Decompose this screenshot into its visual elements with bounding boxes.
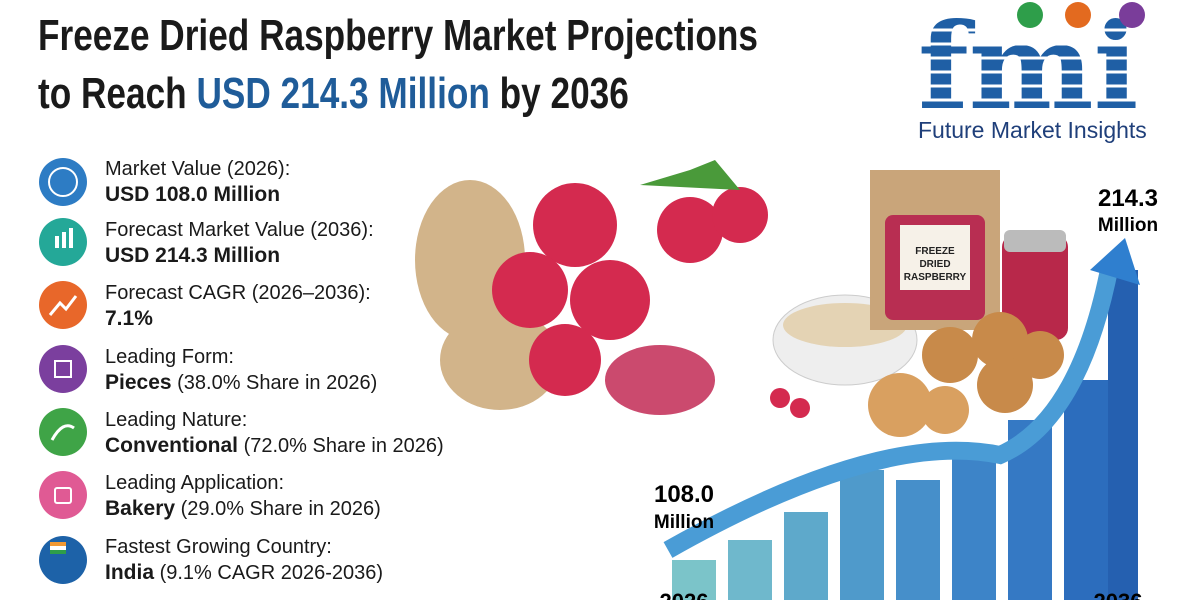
stat-value: USD 108.0 Million (105, 183, 281, 206)
start-year: 2026 (660, 589, 709, 600)
stat-label: Leading Form: (105, 346, 234, 368)
logo-name: Future Market Insights (918, 117, 1147, 143)
stat-value-row: USD 108.0 Million (105, 182, 290, 208)
stat-value: India (105, 561, 155, 584)
stat-item: Forecast Market Value (2036): USD 214.3 M… (105, 218, 374, 269)
growth-bars (672, 270, 1138, 600)
stat-label: Forecast Market Value (2036): (105, 219, 374, 241)
end-unit: Million (1098, 215, 1158, 236)
package-label: FREEZE DRIED RASPBERRY (903, 246, 967, 283)
stat-value: 7.1% (105, 307, 153, 330)
title-line2: to Reach USD 214.3 Million by 2036 (38, 72, 629, 116)
title-highlight: USD 214.3 Million (196, 69, 490, 118)
stat-value: Conventional (105, 434, 239, 457)
stat-label: Leading Application: (105, 472, 285, 494)
stat-label: Fastest Growing Country: (105, 536, 332, 558)
stat-value-row: Conventional (72.0% Share in 2026) (105, 433, 444, 459)
stat-item: Forecast CAGR (2026–2036): 7.1% (105, 281, 371, 332)
logo-globe (1119, 2, 1145, 28)
stat-note: (72.0% Share in 2026) (243, 435, 444, 457)
stat-value-row: Pieces (38.0% Share in 2026) (105, 370, 377, 396)
end-value: 214.3 (1098, 185, 1158, 212)
growth-arrow-head (1090, 238, 1140, 285)
powder (605, 345, 715, 415)
stat-value: USD 214.3 Million (105, 244, 281, 267)
logo-globe (1017, 2, 1043, 28)
logo-stripes (915, 28, 1170, 102)
jar (1002, 235, 1068, 340)
stat-value: Bakery (105, 497, 176, 520)
stat-value-row: Bakery (29.0% Share in 2026) (105, 496, 381, 522)
jar-lid (1004, 230, 1066, 252)
stat-item: Leading Nature: Conventional (72.0% Share… (105, 408, 444, 459)
stat-value-row: 7.1% (105, 306, 371, 332)
leaves (640, 160, 740, 190)
stat-note: (38.0% Share in 2026) (177, 372, 378, 394)
title-line1: Freeze Dried Raspberry Market Projection… (38, 11, 758, 60)
stat-value-row: USD 214.3 Million (105, 243, 374, 269)
stat-value-row: India (9.1% CAGR 2026-2036) (105, 560, 383, 586)
stat-label: Leading Nature: (105, 409, 248, 431)
stat-item: Market Value (2026): USD 108.0 Million (105, 157, 290, 208)
pouch-label-text: FREEZE DRIED RASPBERRY (903, 246, 967, 283)
stat-value: Pieces (105, 371, 172, 394)
start-unit: Million (654, 512, 714, 533)
pouch-label (900, 225, 970, 290)
stat-note: (9.1% CAGR 2026-2036) (159, 562, 384, 584)
growth-arrow (663, 263, 1119, 558)
title-suffix: by 2036 (499, 69, 629, 118)
stat-note: (29.0% Share in 2026) (180, 498, 381, 520)
end-year: 2036 (1094, 589, 1143, 600)
start-value: 108.0 (654, 481, 714, 508)
growth-labels: 108.0 Million 214.3 Million 2026 2036 (654, 185, 1158, 600)
stat-icons (39, 158, 87, 584)
logo-globe (1065, 2, 1091, 28)
title-prefix: to Reach (38, 69, 187, 118)
stat-label: Market Value (2026): (105, 158, 291, 180)
stat-item: Leading Form: Pieces (38.0% Share in 2026… (105, 345, 377, 396)
baked-goods (868, 312, 1064, 437)
stat-item: Fastest Growing Country: India (9.1% CAGR… (105, 535, 383, 586)
stat-label: Forecast CAGR (2026–2036): (105, 282, 371, 304)
stat-item: Leading Application: Bakery (29.0% Share … (105, 471, 381, 522)
raspberries (492, 183, 810, 418)
